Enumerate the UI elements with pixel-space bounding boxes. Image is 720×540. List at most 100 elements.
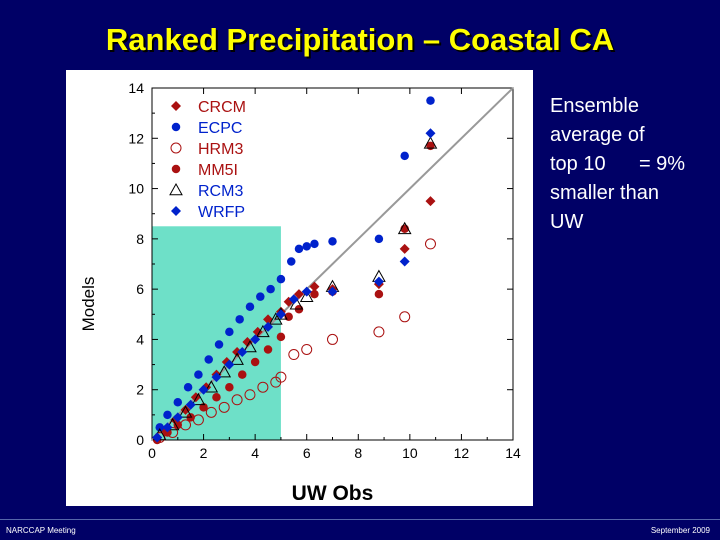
data-point-hrm3	[205, 406, 217, 418]
data-point-rcm3	[243, 339, 257, 353]
data-point-hrm3	[244, 389, 256, 401]
data-point-hrm3	[257, 381, 269, 393]
data-point-hrm3	[301, 343, 313, 355]
data-point-hrm3	[275, 371, 287, 383]
data-point-mm5i	[374, 289, 384, 299]
x-tick-label: 2	[200, 445, 208, 461]
data-point-wrfp	[237, 347, 248, 357]
data-point-ecpc	[214, 340, 224, 349]
footer-meeting-label: NARCCAP Meeting	[6, 526, 76, 535]
data-point-ecpc	[225, 327, 234, 337]
data-point-mm5i	[163, 428, 172, 437]
x-tick-label: 0	[148, 445, 156, 461]
data-point-mm5i	[238, 370, 247, 379]
x-axis-label: UW Obs	[292, 482, 374, 505]
y-tick-label: 4	[136, 331, 144, 347]
data-point-rcm3	[217, 365, 232, 378]
footer-date-label: September 2009	[650, 526, 710, 535]
data-point-hrm3	[373, 326, 385, 338]
data-point-ecpc	[256, 292, 265, 301]
legend-label: WRFP	[198, 204, 245, 221]
data-point-ecpc	[426, 96, 435, 105]
data-point-wrfp	[399, 256, 410, 267]
chart-panel: 0 2 4 6 8 10 12 14 0 2 4 6 8 10 12 14 UW Obs Models CRCM EC…	[66, 70, 533, 506]
data-point-wrfp	[172, 412, 183, 423]
legend-label: ECPC	[198, 120, 242, 137]
legend-label: HRM3	[198, 141, 243, 158]
data-point-ecpc	[155, 423, 164, 432]
data-point-crcm	[293, 289, 304, 300]
data-point-crcm	[252, 326, 263, 337]
data-point-rcm3	[178, 405, 193, 418]
data-point-wrfp	[275, 309, 286, 320]
note-line: Ensemble	[550, 95, 639, 117]
data-point-ecpc	[400, 151, 409, 161]
legend-label: RCM3	[198, 183, 243, 200]
data-point-hrm3	[424, 238, 436, 250]
slide-title: Ranked Precipitation – Coastal CA	[105, 22, 615, 57]
legend-marker-mm5i	[171, 164, 181, 174]
legend-marker-wrfp	[171, 206, 181, 216]
x-tick-label: 12	[454, 445, 470, 461]
data-point-wrfp	[327, 286, 338, 297]
data-point-mm5i	[212, 393, 221, 402]
x-tick-label: 6	[303, 445, 311, 461]
data-point-wrfp	[162, 422, 173, 433]
data-point-ecpc	[266, 284, 275, 294]
data-point-wrfp	[211, 372, 222, 383]
data-point-mm5i	[173, 420, 183, 430]
y-tick-label: 2	[136, 382, 144, 398]
data-point-crcm	[180, 404, 191, 415]
data-point-rcm3	[204, 380, 219, 393]
data-point-crcm	[399, 243, 410, 254]
data-point-wrfp	[301, 286, 312, 297]
data-point-ecpc	[194, 370, 203, 379]
data-point-wrfp	[198, 384, 209, 395]
y-tick-label: 12	[128, 130, 144, 146]
data-point-rcm3	[256, 324, 270, 338]
legend-label: MM5I	[198, 162, 238, 179]
data-point-ecpc	[235, 315, 244, 324]
data-point-rcm3	[230, 352, 244, 365]
data-point-mm5i	[250, 357, 260, 367]
data-point-ecpc	[173, 398, 183, 407]
data-point-ecpc	[328, 237, 337, 246]
data-point-hrm3	[218, 401, 230, 413]
data-point-ecpc	[286, 257, 296, 266]
data-point-rcm3	[165, 417, 180, 431]
x-tick-label: 10	[402, 445, 418, 461]
note-line: UW	[550, 211, 584, 233]
legend-label: CRCM	[198, 99, 246, 116]
data-point-crcm	[170, 414, 181, 425]
data-point-hrm3	[288, 349, 300, 361]
data-point-mm5i	[199, 403, 208, 412]
legend-marker-hrm3	[170, 142, 182, 154]
scatter-chart: 0 2 4 6 8 10 12 14 0 2 4 6 8 10 12 14 UW Obs Models CRCM EC…	[79, 80, 521, 505]
data-point-rcm3	[299, 289, 314, 302]
data-point-crcm	[232, 347, 243, 357]
y-tick-label: 0	[136, 432, 144, 448]
data-point-wrfp	[288, 294, 299, 305]
ensemble-note: Ensemble average of top 10 = 9% smaller …	[550, 92, 718, 237]
x-tick-label: 4	[251, 445, 259, 461]
data-point-mm5i	[276, 332, 286, 342]
y-tick-label: 10	[128, 181, 144, 197]
legend-marker-rcm3	[169, 182, 183, 196]
data-point-ecpc	[374, 234, 384, 244]
data-point-wrfp	[152, 432, 163, 443]
data-point-ecpc	[302, 242, 311, 251]
data-point-hrm3	[399, 311, 411, 323]
data-point-ecpc	[276, 274, 286, 284]
footer-divider	[0, 519, 720, 520]
data-point-rcm3	[423, 136, 438, 149]
data-point-mm5i	[263, 345, 273, 354]
y-tick-label: 6	[136, 281, 144, 297]
data-point-wrfp	[425, 128, 436, 139]
data-point-ecpc	[245, 302, 255, 311]
data-point-wrfp	[250, 334, 261, 345]
data-point-mm5i	[310, 289, 319, 299]
data-point-hrm3	[327, 333, 338, 345]
data-point-crcm	[242, 336, 253, 347]
legend-marker-crcm	[171, 101, 181, 111]
data-point-ecpc	[163, 410, 172, 420]
